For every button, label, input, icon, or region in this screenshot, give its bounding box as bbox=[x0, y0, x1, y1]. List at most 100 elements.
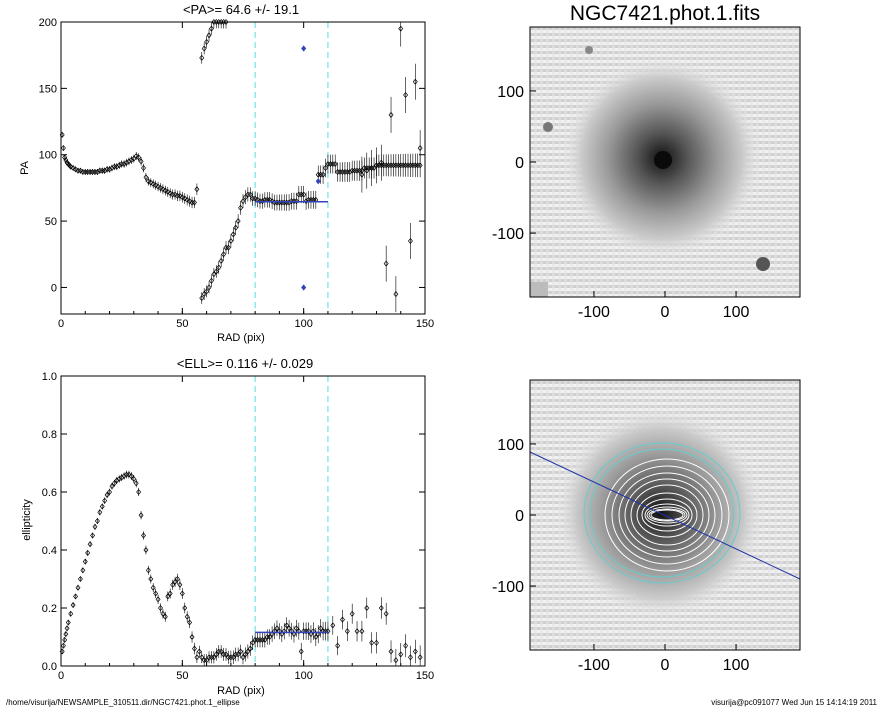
ellipse-contour bbox=[604, 458, 730, 572]
ell-data-point bbox=[245, 648, 251, 655]
pa-y-axis-label: PA bbox=[19, 160, 31, 175]
ell-data-point bbox=[99, 503, 105, 510]
ell-data-point bbox=[209, 654, 214, 661]
pa-data-point bbox=[369, 164, 375, 172]
pa-data-point bbox=[388, 111, 394, 118]
ell-data-point bbox=[143, 546, 149, 554]
pa-data-point bbox=[70, 164, 76, 172]
ell-data-point bbox=[77, 575, 83, 583]
pa-data-point bbox=[59, 131, 65, 138]
ell-data-point bbox=[378, 604, 384, 612]
pa-data-point bbox=[179, 194, 185, 201]
galaxy-image-panel: NGC7421.phot.1.fits -100 0 100 100 0 -100 bbox=[492, 2, 801, 321]
pa-data-point bbox=[337, 168, 343, 176]
overlay-x-tick-label: 0 bbox=[661, 657, 670, 674]
pa-data-point bbox=[383, 260, 389, 267]
pa-data-point bbox=[209, 277, 214, 284]
pa-data-point bbox=[395, 162, 401, 169]
pa-data-point bbox=[94, 168, 100, 176]
ell-data-point bbox=[194, 654, 200, 661]
ell-data-point bbox=[150, 584, 156, 591]
pa-data-point bbox=[252, 195, 258, 202]
pa-data-point bbox=[383, 162, 389, 169]
pa-data-point bbox=[412, 78, 418, 85]
pa-data-point bbox=[121, 160, 127, 168]
ell-data-point bbox=[349, 610, 355, 617]
ell-data-point bbox=[284, 622, 290, 629]
ell-y-tick-label: 0.4 bbox=[42, 545, 57, 557]
pa-data-point bbox=[114, 163, 120, 170]
pa-data-point bbox=[172, 191, 178, 198]
pa-data-point bbox=[296, 191, 302, 198]
pa-data-point bbox=[199, 54, 205, 61]
pa-data-point bbox=[158, 184, 163, 191]
pa-data-point bbox=[107, 166, 112, 173]
pa-data-point bbox=[247, 191, 253, 198]
pa-data-point bbox=[116, 162, 122, 169]
pa-data-point bbox=[99, 167, 105, 174]
pa-data-point bbox=[366, 164, 372, 172]
pa-y-tick-label: 50 bbox=[45, 216, 57, 228]
pa-data-point bbox=[228, 237, 234, 245]
ell-data-point bbox=[131, 475, 137, 483]
pa-data-point bbox=[245, 191, 251, 198]
ell-x-tick-label: 150 bbox=[416, 670, 434, 682]
ell-data-point bbox=[172, 578, 178, 585]
pa-data-point bbox=[405, 162, 411, 169]
pa-data-point bbox=[391, 162, 396, 169]
ellipse-contour bbox=[630, 484, 704, 546]
pa-data-point bbox=[165, 188, 171, 195]
ell-data-point bbox=[92, 523, 98, 530]
ell-data-point bbox=[274, 625, 280, 632]
ell-data-point bbox=[138, 512, 144, 519]
pa-data-point bbox=[80, 168, 86, 176]
pa-data-point bbox=[344, 168, 350, 176]
pa-data-point bbox=[92, 168, 98, 176]
pa-data-point bbox=[354, 167, 360, 174]
pa-data-point bbox=[119, 160, 125, 168]
ell-data-point bbox=[213, 651, 219, 658]
pa-data-point bbox=[340, 168, 345, 176]
pa-data-point bbox=[398, 25, 404, 32]
ellipse-contour bbox=[636, 492, 698, 538]
ell-data-point bbox=[179, 590, 185, 597]
ell-data-point bbox=[75, 584, 81, 591]
pa-data-point bbox=[77, 167, 83, 174]
pa-data-point bbox=[412, 162, 418, 169]
pa-x-tick-label: 100 bbox=[294, 318, 312, 330]
pa-y-tick-label: 100 bbox=[39, 150, 57, 162]
ellipse-contour bbox=[618, 472, 716, 558]
pa-data-point bbox=[223, 244, 229, 251]
ell-data-point bbox=[286, 625, 292, 632]
pa-data-point bbox=[301, 191, 307, 198]
ell-data-point bbox=[109, 483, 115, 490]
pa-highlight-point bbox=[315, 178, 321, 185]
pa-data-point bbox=[225, 244, 231, 251]
ell-data-point bbox=[364, 604, 370, 612]
ell-data-point bbox=[97, 509, 103, 516]
ell-data-point bbox=[141, 532, 146, 539]
footer-file-path: /home/visurija/NEWSAMPLE_310511.dir/NGC7… bbox=[6, 698, 240, 707]
ell-data-point bbox=[298, 648, 304, 655]
pa-data-point bbox=[209, 25, 214, 32]
ell-data-point bbox=[218, 648, 224, 655]
ell-data-point bbox=[85, 549, 91, 556]
ellipse-contour bbox=[644, 503, 690, 527]
pa-data-point bbox=[361, 164, 367, 172]
foreground-star bbox=[585, 46, 593, 54]
ell-data-point bbox=[189, 633, 195, 641]
ell-data-point bbox=[225, 654, 231, 661]
pa-data-point bbox=[242, 194, 248, 201]
ell-data-point bbox=[196, 648, 202, 655]
ell-data-point bbox=[228, 654, 234, 661]
ell-data-point bbox=[250, 639, 256, 646]
ell-data-point bbox=[221, 651, 227, 658]
pa-data-point bbox=[216, 264, 222, 271]
ell-data-point bbox=[247, 645, 253, 652]
ell-data-point bbox=[359, 628, 365, 635]
pa-data-point bbox=[407, 237, 413, 245]
ellipse-overlay-panel: -100 0 100 100 0 -100 bbox=[492, 379, 801, 674]
pa-data-point bbox=[335, 168, 341, 176]
ell-data-point bbox=[199, 654, 205, 661]
